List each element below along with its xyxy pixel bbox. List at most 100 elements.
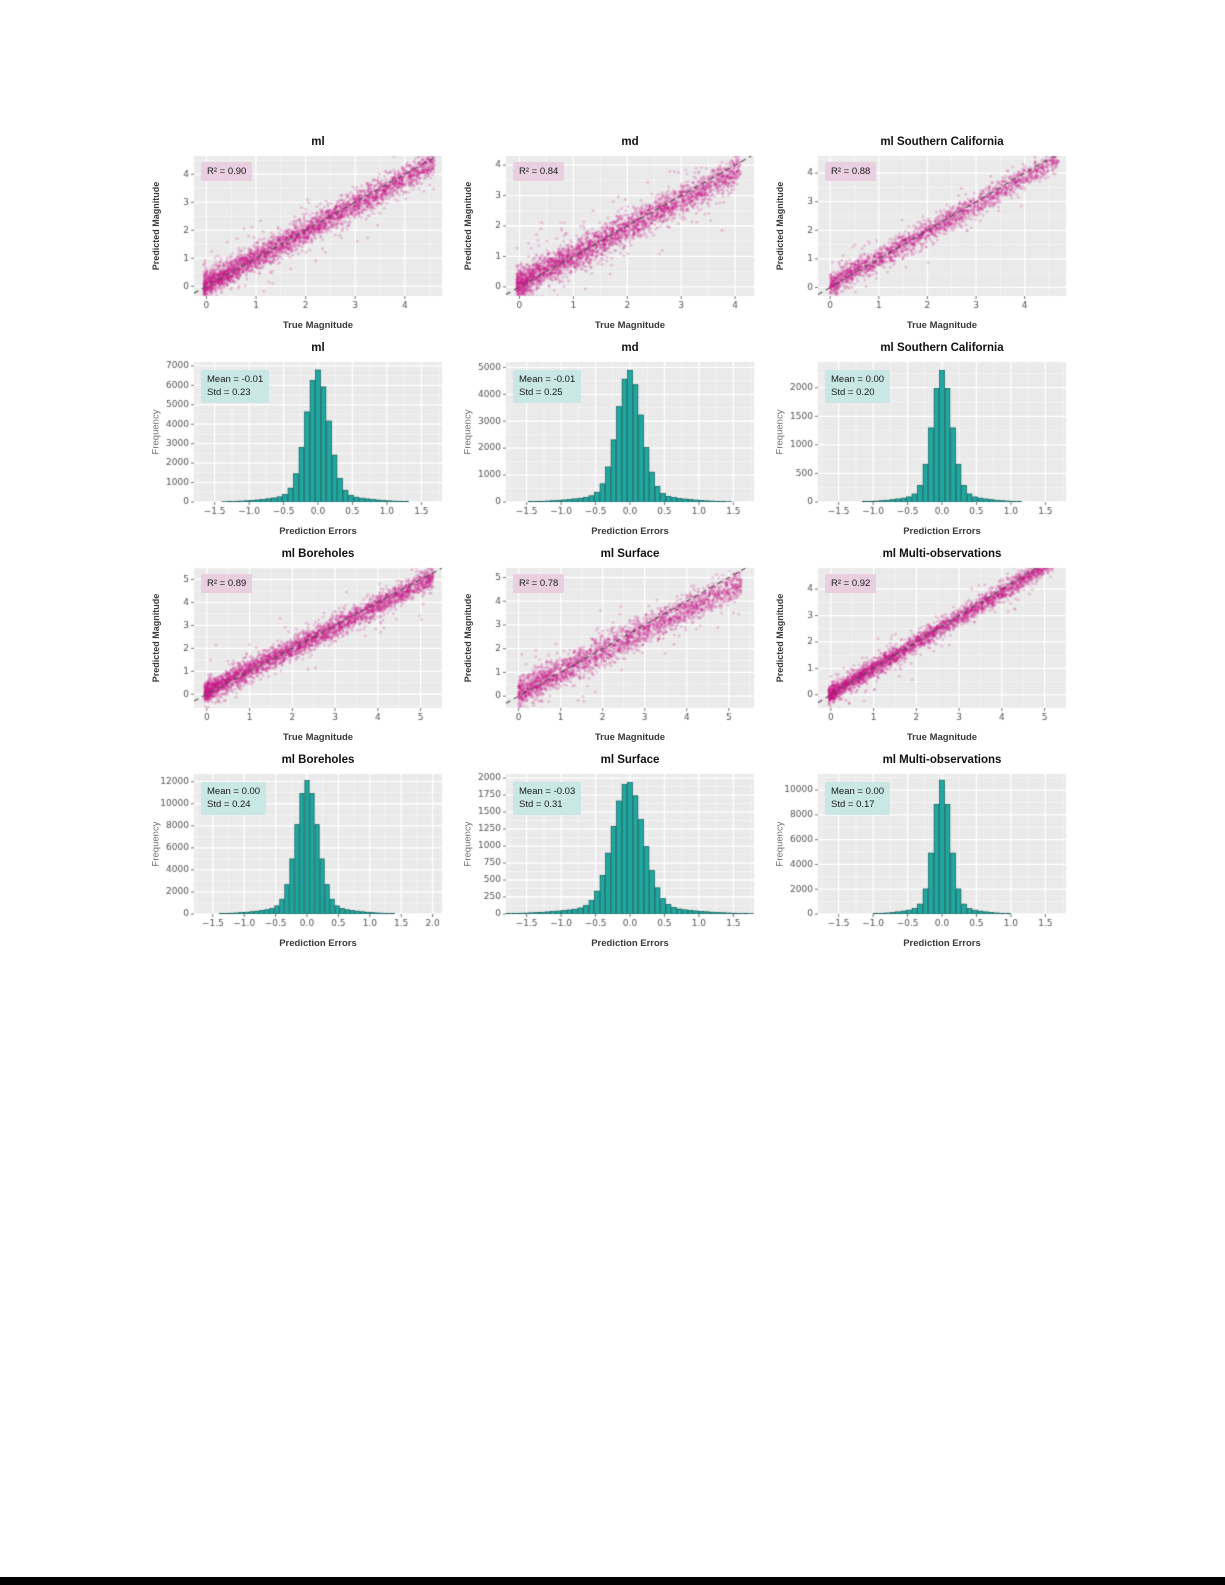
histogram-canvas [458, 356, 764, 526]
plot-area: Predicted Magnitude R² = 0.90 [146, 150, 452, 320]
std-value: Std = 0.17 [831, 799, 875, 811]
y-axis-label: Predicted Magnitude [151, 181, 161, 271]
y-axis-label: Predicted Magnitude [775, 181, 785, 271]
mean-value: Mean = -0.01 [207, 374, 264, 385]
subplot-hist-md: md Frequency Mean = -0.01 Std = 0.25 Pre… [458, 340, 764, 544]
y-axis-label: Predicted Magnitude [151, 593, 161, 683]
r2-annotation: R² = 0.78 [513, 574, 565, 594]
r2-value: R² = 0.90 [207, 166, 247, 177]
mean-value: Mean = 0.00 [831, 786, 885, 797]
x-axis-label: Prediction Errors [903, 526, 981, 537]
scatter-canvas [458, 562, 764, 732]
plot-area: Frequency Mean = 0.00 Std = 0.20 [770, 356, 1076, 526]
plot-title: ml Boreholes [281, 754, 355, 766]
plot-title: md [621, 136, 639, 148]
y-axis-label: Predicted Magnitude [463, 181, 473, 271]
r2-annotation: R² = 0.90 [201, 162, 253, 182]
plot-area: Predicted Magnitude R² = 0.88 [770, 150, 1076, 320]
histogram-canvas [146, 356, 452, 526]
plot-title: ml Multi-observations [882, 754, 1002, 766]
y-axis-label: Frequency [774, 821, 786, 867]
x-axis-label: Prediction Errors [279, 526, 357, 537]
subplot-scatter-ml-surface: ml Surface Predicted Magnitude R² = 0.78… [458, 546, 764, 750]
x-axis-label: True Magnitude [594, 320, 666, 331]
subplot-scatter-ml-southern-california: ml Southern California Predicted Magnitu… [770, 134, 1076, 338]
x-axis-label: True Magnitude [906, 320, 978, 331]
mean-value: Mean = -0.03 [519, 786, 576, 797]
subplot-scatter-ml: ml Predicted Magnitude R² = 0.90 True Ma… [146, 134, 452, 338]
plot-area: Frequency Mean = -0.01 Std = 0.23 [146, 356, 452, 526]
plot-area: Frequency Mean = 0.00 Std = 0.24 [146, 768, 452, 938]
r2-value: R² = 0.92 [831, 578, 871, 589]
y-axis-label: Predicted Magnitude [463, 593, 473, 683]
plot-area: Frequency Mean = -0.03 Std = 0.31 [458, 768, 764, 938]
plot-area: Predicted Magnitude R² = 0.92 [770, 562, 1076, 732]
mean-value: Mean = 0.00 [207, 786, 261, 797]
subplot-hist-ml-boreholes: ml Boreholes Frequency Mean = 0.00 Std =… [146, 752, 452, 956]
plot-title: ml Southern California [880, 342, 1004, 354]
r2-annotation: R² = 0.89 [201, 574, 253, 594]
figure-grid: ml Predicted Magnitude R² = 0.90 True Ma… [146, 134, 1076, 956]
r2-value: R² = 0.89 [207, 578, 247, 589]
subplot-scatter-ml-boreholes: ml Boreholes Predicted Magnitude R² = 0.… [146, 546, 452, 750]
y-axis-label: Predicted Magnitude [775, 593, 785, 683]
x-axis-label: Prediction Errors [591, 938, 669, 949]
mean-value: Mean = -0.01 [519, 374, 576, 385]
y-axis-label: Frequency [462, 409, 474, 455]
plot-title: ml Surface [600, 548, 660, 560]
subplot-hist-ml: ml Frequency Mean = -0.01 Std = 0.23 Pre… [146, 340, 452, 544]
scatter-canvas [770, 562, 1076, 732]
histogram-canvas [770, 356, 1076, 526]
stats-annotation: Mean = -0.01 Std = 0.23 [201, 370, 270, 403]
y-axis-label: Frequency [462, 821, 474, 867]
histogram-canvas [146, 768, 452, 938]
y-axis-label: Frequency [150, 409, 162, 455]
stats-annotation: Mean = 0.00 Std = 0.17 [825, 782, 891, 815]
x-axis-label: Prediction Errors [903, 938, 981, 949]
subplot-scatter-md: md Predicted Magnitude R² = 0.84 True Ma… [458, 134, 764, 338]
stats-annotation: Mean = -0.01 Std = 0.25 [513, 370, 582, 403]
x-axis-label: Prediction Errors [279, 938, 357, 949]
plot-title: ml Multi-observations [882, 548, 1002, 560]
scatter-canvas [146, 150, 452, 320]
plot-title: ml Surface [600, 754, 660, 766]
plot-title: md [621, 342, 639, 354]
x-axis-label: True Magnitude [282, 732, 354, 743]
plot-title: ml Boreholes [281, 548, 355, 560]
bottom-black-bar [0, 1577, 1225, 1585]
std-value: Std = 0.24 [207, 799, 251, 811]
std-value: Std = 0.23 [207, 387, 251, 399]
plot-area: Frequency Mean = 0.00 Std = 0.17 [770, 768, 1076, 938]
y-axis-label: Frequency [774, 409, 786, 455]
x-axis-label: Prediction Errors [591, 526, 669, 537]
r2-annotation: R² = 0.84 [513, 162, 565, 182]
x-axis-label: True Magnitude [594, 732, 666, 743]
r2-annotation: R² = 0.92 [825, 574, 877, 594]
x-axis-label: True Magnitude [282, 320, 354, 331]
y-axis-label: Frequency [150, 821, 162, 867]
x-axis-label: True Magnitude [906, 732, 978, 743]
scatter-canvas [458, 150, 764, 320]
r2-value: R² = 0.84 [519, 166, 559, 177]
histogram-canvas [770, 768, 1076, 938]
plot-title: ml Southern California [880, 136, 1004, 148]
plot-title: ml [311, 342, 325, 354]
plot-area: Frequency Mean = -0.01 Std = 0.25 [458, 356, 764, 526]
stats-annotation: Mean = -0.03 Std = 0.31 [513, 782, 582, 815]
r2-annotation: R² = 0.88 [825, 162, 877, 182]
r2-value: R² = 0.78 [519, 578, 559, 589]
scatter-canvas [770, 150, 1076, 320]
stats-annotation: Mean = 0.00 Std = 0.20 [825, 370, 891, 403]
subplot-hist-ml-southern-california: ml Southern California Frequency Mean = … [770, 340, 1076, 544]
r2-value: R² = 0.88 [831, 166, 871, 177]
std-value: Std = 0.31 [519, 799, 563, 811]
subplot-hist-ml-surface: ml Surface Frequency Mean = -0.03 Std = … [458, 752, 764, 956]
std-value: Std = 0.25 [519, 387, 563, 399]
plot-title: ml [311, 136, 325, 148]
mean-value: Mean = 0.00 [831, 374, 885, 385]
plot-area: Predicted Magnitude R² = 0.89 [146, 562, 452, 732]
subplot-hist-ml-multi-observations: ml Multi-observations Frequency Mean = 0… [770, 752, 1076, 956]
plot-area: Predicted Magnitude R² = 0.84 [458, 150, 764, 320]
stats-annotation: Mean = 0.00 Std = 0.24 [201, 782, 267, 815]
